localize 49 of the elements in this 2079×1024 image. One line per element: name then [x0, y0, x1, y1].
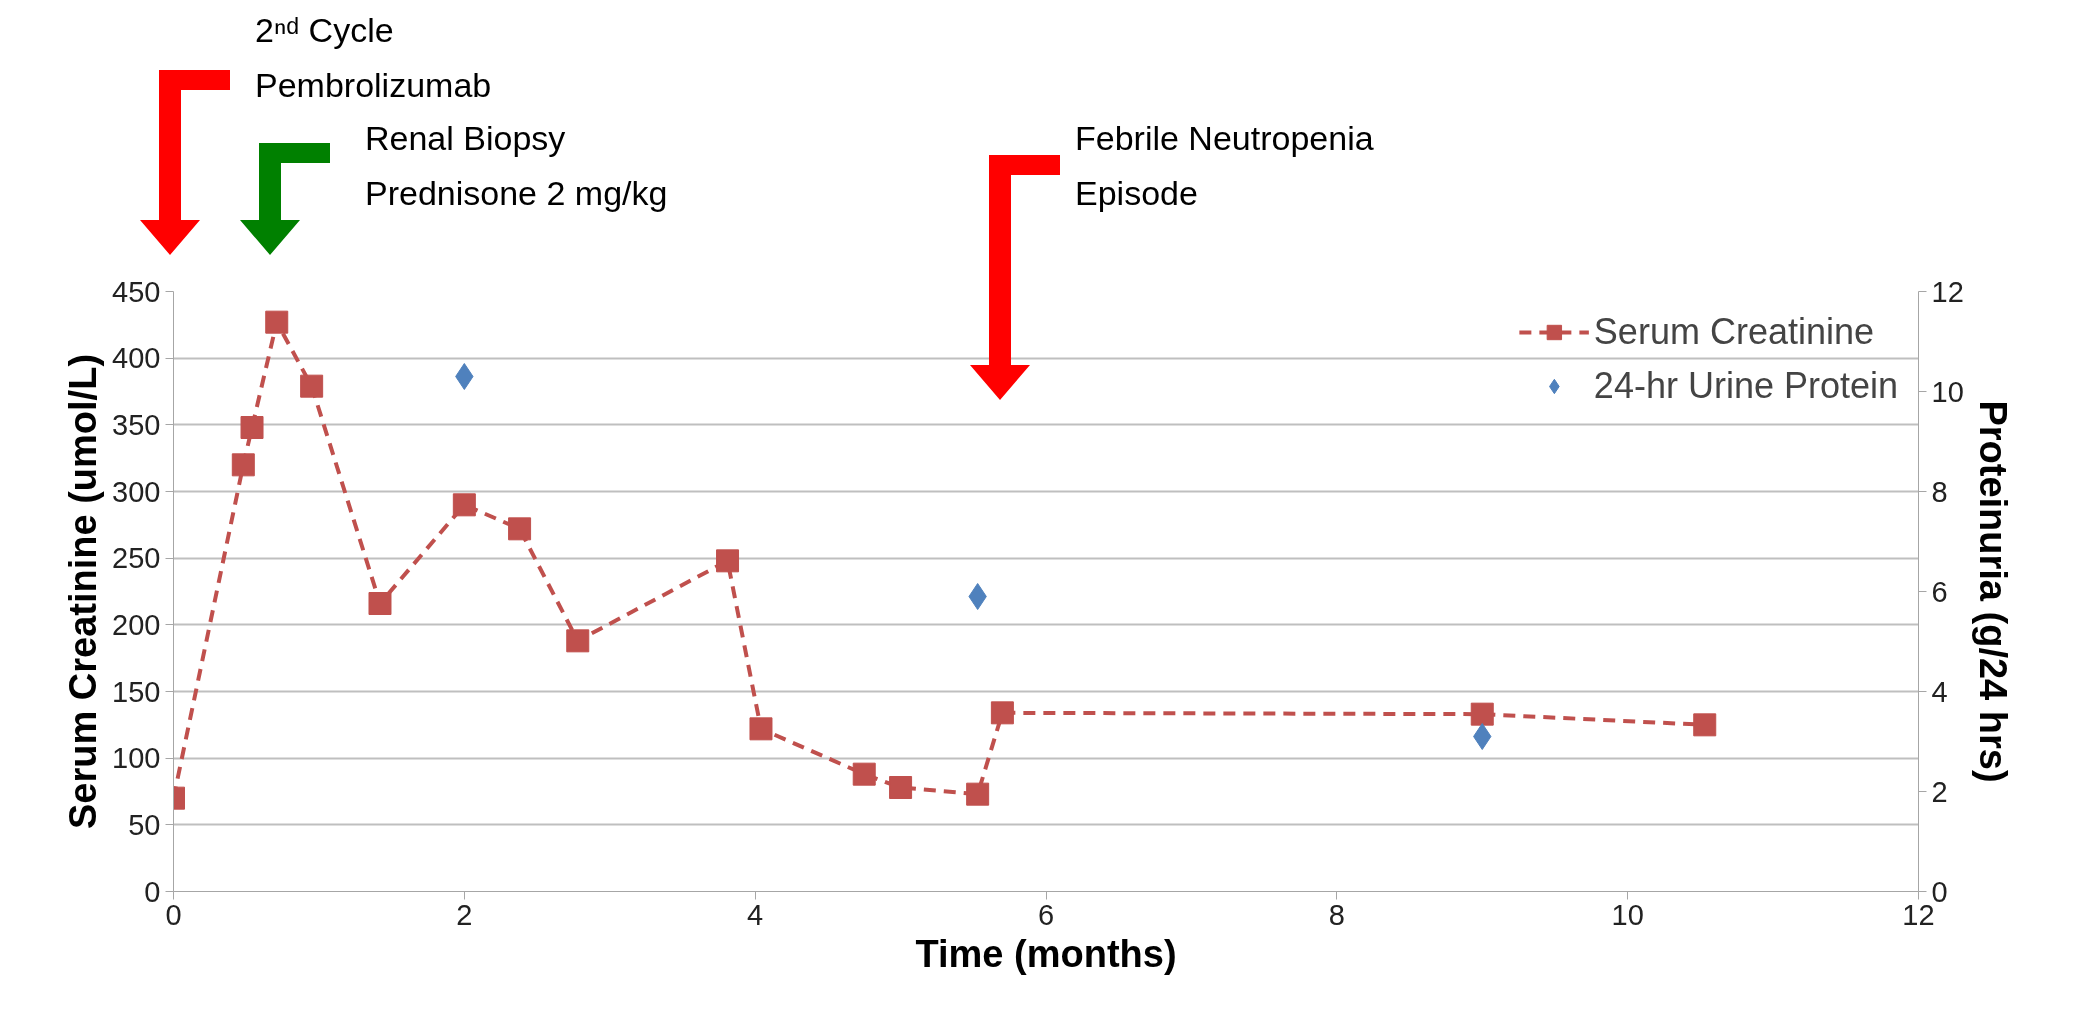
y2-tick-label: 2: [1931, 775, 1948, 808]
point: [889, 776, 913, 799]
y-tick-label: 350: [112, 408, 161, 441]
text: Febrile Neutropenia Episode: [1075, 119, 1374, 212]
point: [265, 310, 289, 334]
point: [1693, 713, 1717, 737]
text: Renal Biopsy Prednisone 2 mg/kg: [365, 119, 668, 212]
x-tick-label: 4: [747, 898, 764, 931]
y2-tick-label: 8: [1931, 475, 1948, 508]
y-tick-label: 150: [112, 675, 161, 708]
legend-label: 24-hr Urine Protein: [1593, 365, 1898, 407]
y-tick-label: 50: [128, 808, 161, 841]
point: [968, 583, 987, 610]
y-tick-label: 400: [112, 342, 161, 375]
point: [749, 717, 773, 741]
point: [852, 762, 876, 786]
y2-axis-title: Proteinuria (g/24 hrs): [1971, 400, 2014, 783]
point: [1473, 723, 1492, 750]
point: [455, 363, 474, 390]
x-tick-label: 10: [1611, 898, 1644, 931]
y-tick-label: 200: [112, 608, 161, 641]
legend-label: Serum Creatinine: [1593, 311, 1874, 353]
y2-tick-label: 10: [1931, 375, 1964, 408]
y2-tick-label: 4: [1931, 675, 1948, 708]
y2-tick-label: 6: [1931, 575, 1948, 608]
point: [508, 517, 532, 541]
x-tick-label: 8: [1328, 898, 1345, 931]
text: 2ⁿᵈ Cycle Pembrolizumab: [255, 11, 492, 104]
x-tick-label: 0: [165, 898, 182, 931]
point: [452, 493, 476, 517]
y-axis-title: Serum Creatinine (umol/L): [62, 353, 105, 830]
y-tick-label: 0: [144, 875, 161, 908]
x-tick-label: 6: [1037, 898, 1055, 931]
point: [990, 701, 1014, 725]
y2-tick-label: 12: [1931, 275, 1964, 308]
x-tick-label: 2: [456, 898, 473, 931]
point: [231, 453, 255, 477]
point: [300, 374, 324, 398]
y-tick-label: 450: [112, 275, 161, 308]
point: [716, 549, 740, 573]
x-axis-title: Time (months): [915, 932, 1177, 975]
point: [240, 416, 264, 439]
y-tick-label: 100: [112, 742, 161, 775]
point: [1470, 702, 1494, 726]
point: [966, 782, 990, 806]
point: [368, 592, 392, 615]
y-tick-label: 250: [112, 542, 161, 575]
y-tick-label: 300: [112, 475, 161, 508]
point: [566, 629, 590, 653]
